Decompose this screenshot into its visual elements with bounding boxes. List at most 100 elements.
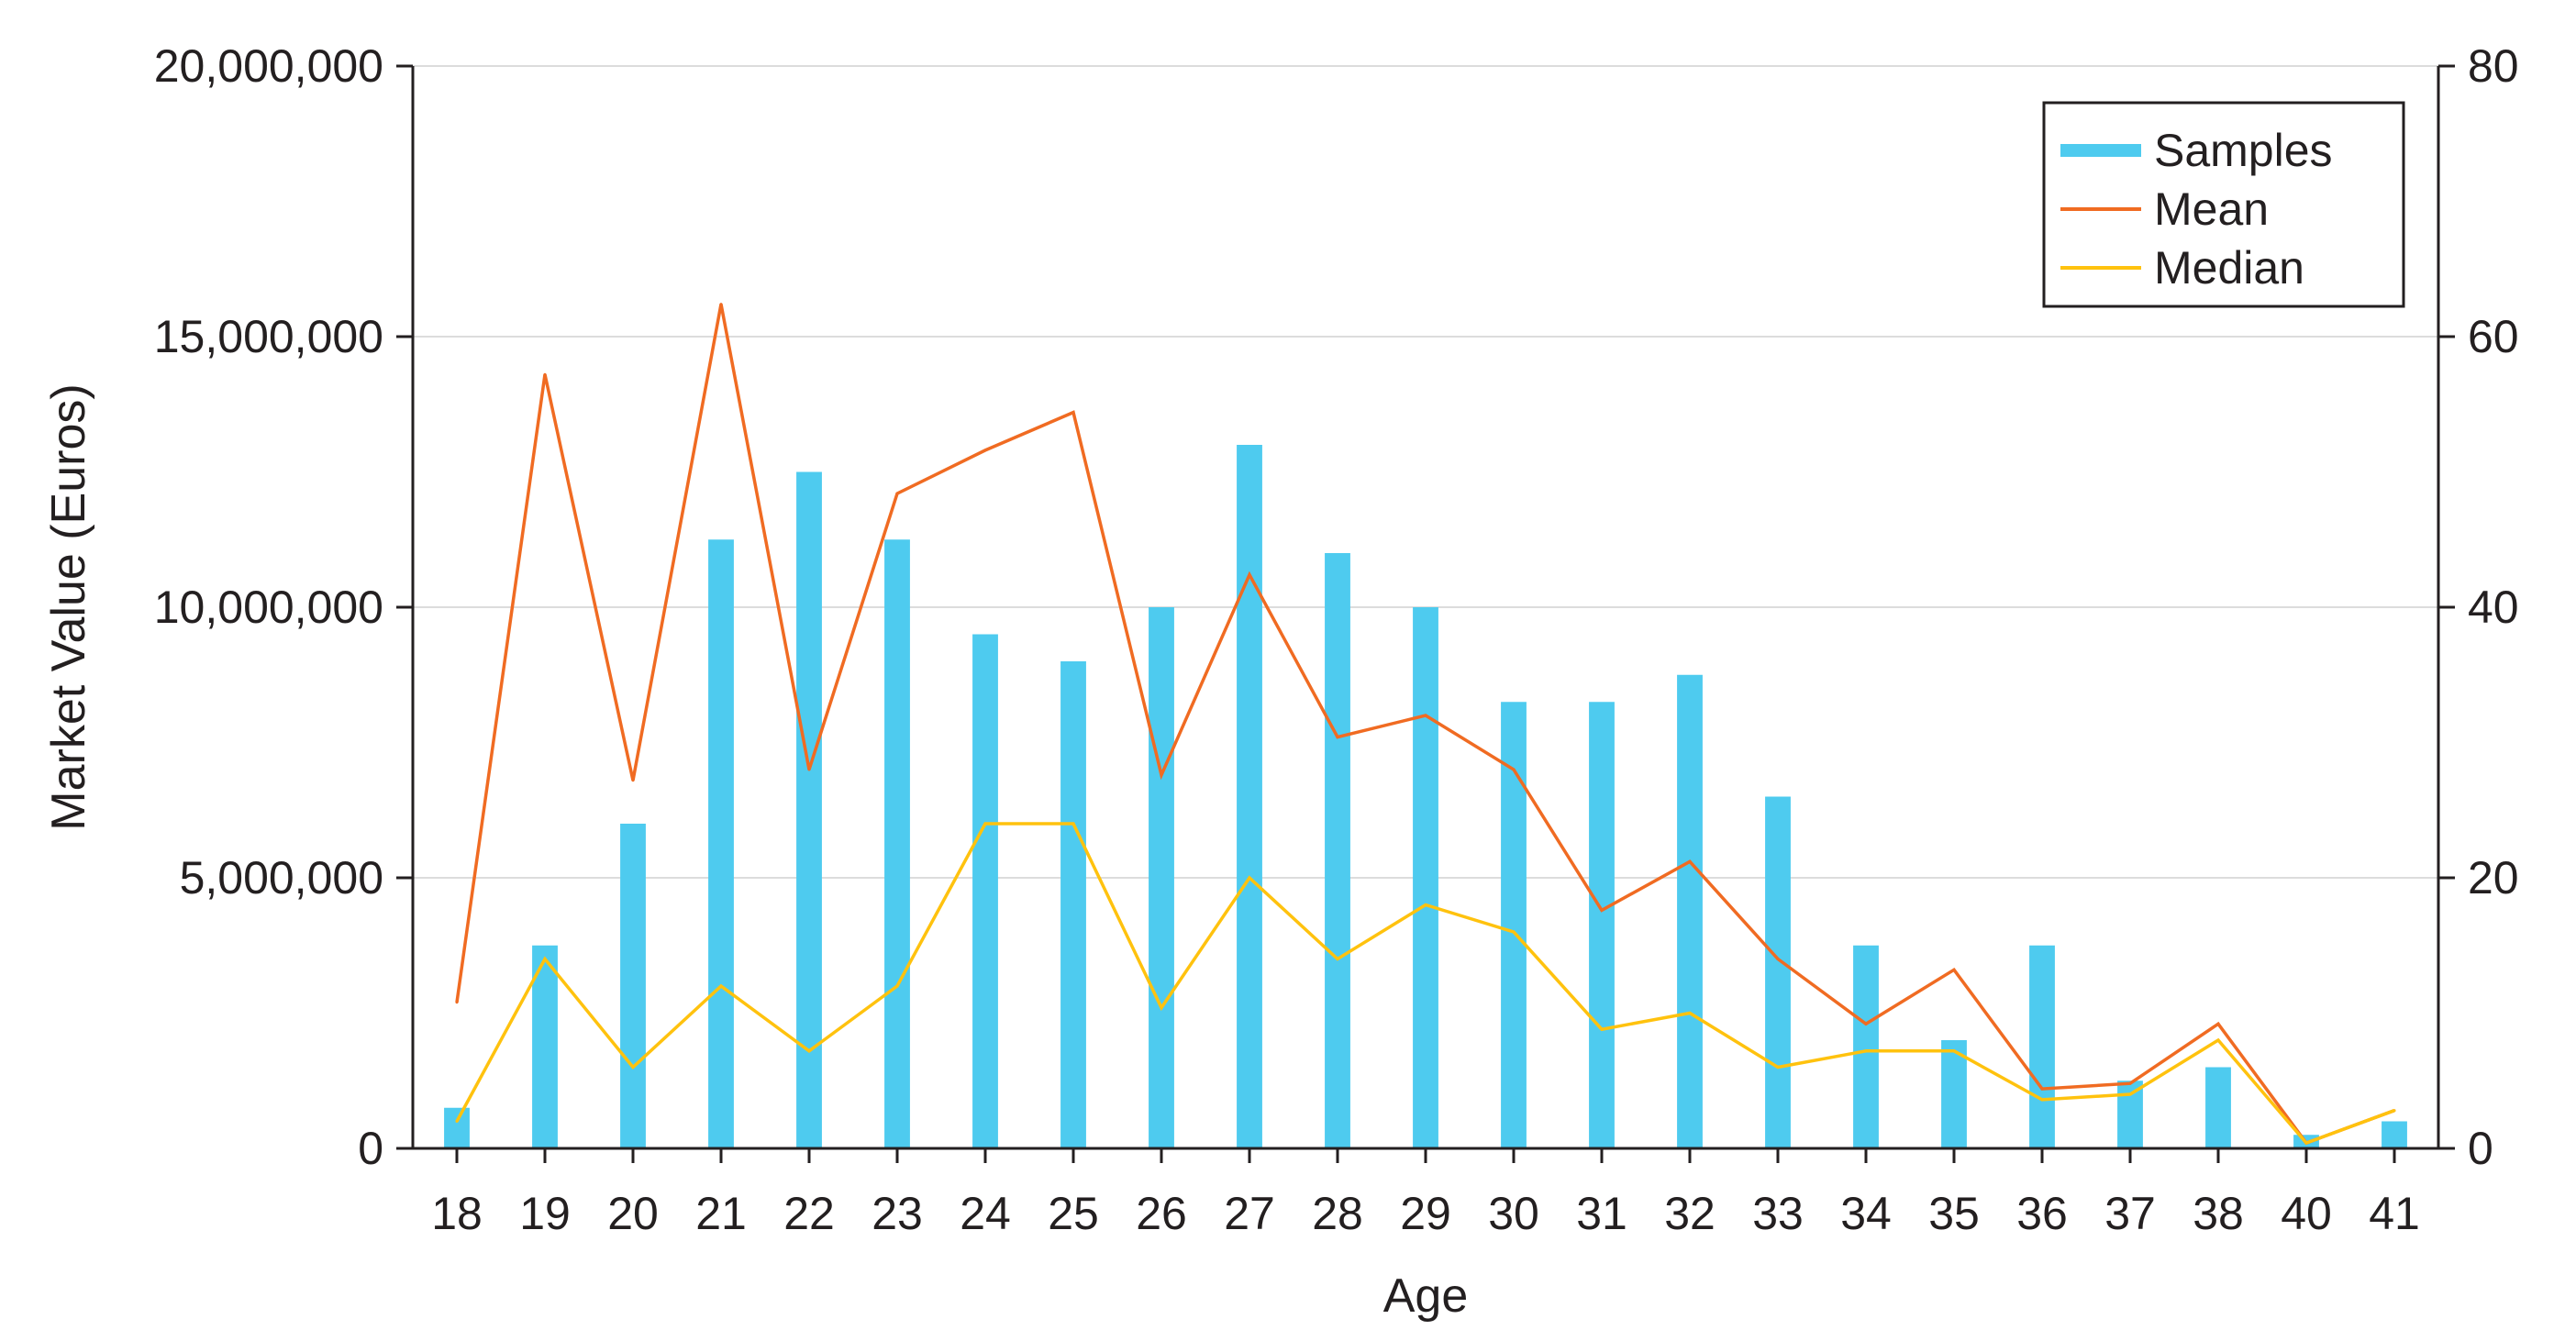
point-mean-35 [1952, 968, 1956, 971]
bar-samples-25 [1060, 661, 1086, 1148]
point-median-19 [543, 958, 547, 960]
point-median-28 [1336, 958, 1339, 960]
bar-samples-31 [1589, 702, 1615, 1148]
point-median-27 [1248, 876, 1251, 880]
bar-samples-23 [884, 539, 910, 1148]
point-median-33 [1776, 1066, 1780, 1069]
point-mean-19 [543, 372, 547, 376]
x-tick-label-36: 36 [2016, 1188, 2068, 1239]
bar-samples-36 [2029, 945, 2055, 1148]
axis-layer [396, 64, 2455, 1163]
legend-swatch-samples [2060, 144, 2141, 157]
point-median-41 [2393, 1109, 2396, 1113]
legend-box [2042, 101, 2405, 308]
point-median-26 [1160, 1006, 1163, 1010]
point-mean-18 [455, 1001, 459, 1004]
point-median-30 [1512, 930, 1516, 934]
point-mean-20 [631, 779, 635, 782]
bar-samples-34 [1853, 945, 1879, 1148]
point-median-24 [983, 822, 987, 826]
point-mean-30 [1512, 768, 1516, 771]
x-axis-title: Age [1383, 1269, 1469, 1323]
point-median-32 [1688, 1012, 1692, 1014]
bar-samples-35 [1941, 1040, 1967, 1148]
x-tick-label-28: 28 [1312, 1188, 1363, 1239]
point-mean-37 [2128, 1081, 2132, 1085]
x-tick-label-33: 33 [1752, 1188, 1804, 1239]
y-tick-label-right: 40 [2468, 582, 2519, 633]
point-median-34 [1864, 1049, 1868, 1053]
x-tick-label-25: 25 [1048, 1188, 1099, 1239]
x-tick-label-22: 22 [783, 1188, 835, 1239]
x-tick-label-26: 26 [1136, 1188, 1187, 1239]
bar-samples-24 [972, 634, 998, 1148]
bar-samples-18 [444, 1107, 470, 1148]
x-tick-label-19: 19 [519, 1188, 571, 1239]
x-tick-label-40: 40 [2281, 1188, 2332, 1239]
bar-samples-37 [2117, 1081, 2143, 1148]
point-median-37 [2128, 1092, 2132, 1096]
point-mean-26 [1160, 773, 1163, 777]
point-mean-27 [1248, 573, 1251, 577]
bar-samples-29 [1413, 607, 1438, 1148]
x-tick-label-32: 32 [1664, 1188, 1715, 1239]
point-median-25 [1071, 822, 1075, 826]
point-median-29 [1424, 903, 1427, 906]
y-tick-label-right: 60 [2468, 311, 2519, 362]
x-tick-label-27: 27 [1224, 1188, 1275, 1239]
point-median-18 [455, 1120, 459, 1123]
point-median-38 [2216, 1038, 2220, 1042]
x-tick-label-29: 29 [1400, 1188, 1451, 1239]
point-median-21 [719, 984, 723, 988]
point-median-35 [1952, 1049, 1956, 1053]
label-layer: 0 5,000,000 10,000,000 15,000,000 20,000,000… [42, 40, 2519, 1323]
x-tick-label-38: 38 [2193, 1188, 2244, 1239]
bar-samples-41 [2382, 1121, 2407, 1148]
y-tick-label-left: 20,000,000 [154, 40, 383, 92]
point-mean-32 [1688, 859, 1692, 863]
point-mean-34 [1864, 1022, 1868, 1025]
bar-samples-27 [1237, 445, 1262, 1148]
y-tick-label-left: 5,000,000 [180, 852, 383, 903]
point-mean-23 [895, 492, 899, 495]
x-tick-label-35: 35 [1928, 1188, 1980, 1239]
x-tick-label-23: 23 [872, 1188, 923, 1239]
point-mean-28 [1336, 736, 1339, 739]
bar-samples-20 [620, 824, 646, 1148]
point-mean-21 [719, 303, 723, 306]
y-tick-label-left: 10,000,000 [154, 582, 383, 633]
x-tick-label-31: 31 [1576, 1188, 1627, 1239]
point-median-36 [2040, 1098, 2044, 1102]
point-median-20 [631, 1066, 635, 1069]
x-tick-label-21: 21 [695, 1188, 747, 1239]
legend: Samples Mean Median [2042, 101, 2405, 308]
x-tick-label-24: 24 [960, 1188, 1011, 1239]
y-axis-title: Market Value (Euros) [42, 383, 95, 830]
point-mean-24 [983, 449, 987, 452]
legend-label-median: Median [2154, 242, 2304, 294]
point-median-40 [2304, 1141, 2308, 1145]
point-mean-31 [1600, 908, 1604, 912]
bar-samples-28 [1325, 553, 1350, 1148]
x-tick-label-37: 37 [2104, 1188, 2156, 1239]
y-tick-label-right: 80 [2468, 40, 2519, 92]
y-tick-label-left: 0 [358, 1123, 383, 1174]
bar-samples-19 [532, 945, 558, 1148]
point-mean-22 [807, 768, 811, 771]
bar-samples-22 [796, 471, 822, 1148]
point-mean-33 [1776, 958, 1780, 960]
bar-layer [444, 445, 2407, 1148]
x-tick-label-30: 30 [1488, 1188, 1539, 1239]
point-median-23 [895, 984, 899, 988]
legend-label-samples: Samples [2154, 125, 2333, 176]
bar-samples-30 [1501, 702, 1527, 1148]
point-median-31 [1600, 1027, 1604, 1031]
x-tick-label-34: 34 [1840, 1188, 1892, 1239]
y-tick-label-right: 20 [2468, 852, 2519, 903]
point-mean-38 [2216, 1022, 2220, 1025]
bar-samples-26 [1149, 607, 1174, 1148]
point-mean-29 [1424, 714, 1427, 717]
bar-samples-21 [708, 539, 734, 1148]
